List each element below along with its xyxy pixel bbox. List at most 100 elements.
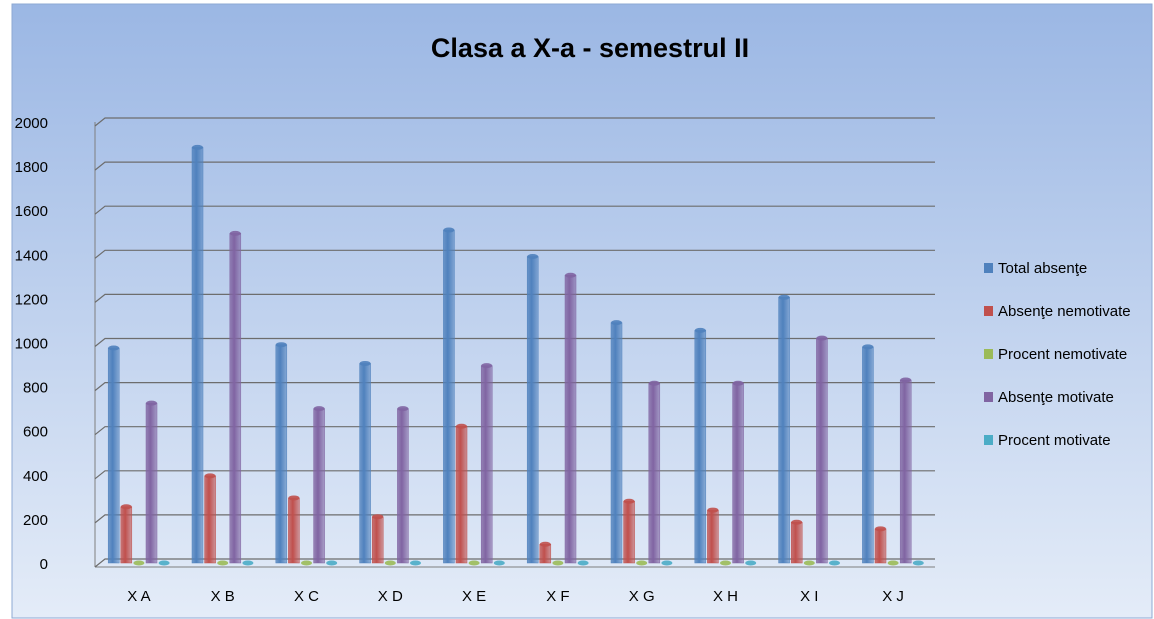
bar-cap — [912, 560, 924, 566]
legend-label: Procent nemotivate — [998, 346, 1127, 363]
x-tick-label: X I — [800, 588, 818, 605]
grid-line — [94, 205, 935, 215]
bar-cap — [527, 254, 539, 260]
bar — [443, 229, 455, 564]
bar — [275, 344, 288, 564]
bar-cap — [623, 498, 635, 504]
x-tick-label: X F — [546, 588, 569, 605]
bar — [610, 322, 623, 564]
legend-label: Absenţe nemotivate — [998, 303, 1131, 320]
bar-cap — [577, 560, 589, 566]
x-tick-label: X E — [462, 588, 486, 605]
grid-line — [94, 117, 935, 127]
bar — [145, 402, 158, 564]
bar — [107, 347, 120, 564]
grid-line — [94, 337, 935, 347]
bar — [397, 408, 409, 564]
bar — [288, 497, 300, 564]
legend-label: Absenţe motivate — [998, 389, 1114, 406]
bar-cap — [803, 560, 815, 566]
bar-cap — [732, 380, 744, 386]
y-tick-label: 400 — [23, 468, 48, 485]
grid-line — [94, 293, 935, 303]
bar — [371, 516, 384, 564]
bar-cap — [242, 560, 254, 566]
grid-line — [94, 249, 935, 259]
bar-cap — [443, 227, 455, 233]
bar-cap — [229, 230, 241, 236]
x-tick-label: X B — [211, 588, 235, 605]
bar — [526, 256, 539, 564]
bar-cap — [120, 504, 132, 510]
bar — [191, 147, 204, 564]
y-tick-label: 1000 — [15, 335, 48, 352]
legend-swatch — [984, 306, 993, 316]
bar-cap — [158, 560, 170, 566]
bar-cap — [217, 560, 229, 566]
bar — [694, 330, 707, 564]
y-tick-label: 1400 — [15, 247, 48, 264]
bar — [313, 408, 325, 564]
bar-cap — [397, 406, 409, 412]
x-tick-label: X D — [378, 588, 403, 605]
bar-cap — [539, 541, 551, 547]
bar-cap — [146, 400, 157, 406]
y-tick-label: 1600 — [15, 203, 48, 220]
bar — [899, 379, 912, 564]
bar-cap — [648, 380, 660, 386]
x-tick-label: X A — [127, 588, 150, 605]
bar — [204, 475, 216, 564]
bar-cap — [875, 526, 886, 532]
y-tick-label: 200 — [23, 512, 48, 529]
bar — [120, 506, 133, 564]
grid-line — [94, 161, 935, 171]
bar — [648, 383, 661, 564]
bar — [455, 426, 468, 564]
bar — [874, 528, 887, 564]
bar — [707, 509, 719, 564]
bar — [229, 233, 242, 564]
bar-cap — [778, 294, 790, 300]
bar-cap — [456, 423, 467, 429]
bar-cap — [313, 406, 325, 412]
bar-cap — [372, 514, 384, 520]
bar-cap — [862, 344, 874, 350]
chart-title: Clasa a X-a - semestrul II — [431, 33, 749, 63]
legend-label: Procent motivate — [998, 432, 1111, 449]
y-tick-label: 800 — [23, 380, 48, 397]
legend-swatch — [984, 349, 993, 359]
bar-cap — [410, 560, 421, 566]
bar-cap — [481, 363, 493, 369]
bar-cap — [816, 335, 828, 341]
bar-cap — [636, 560, 648, 566]
bar — [816, 337, 828, 564]
bar-cap — [565, 272, 576, 278]
x-tick-label: X H — [713, 588, 738, 605]
bar — [778, 297, 790, 564]
chart-background — [11, 3, 1153, 619]
bar-cap — [288, 495, 300, 501]
bar-cap — [791, 519, 803, 525]
bar-cap — [108, 345, 120, 351]
bar-cap — [661, 560, 673, 566]
bar-cap — [359, 360, 371, 366]
y-tick-label: 600 — [23, 424, 48, 441]
bar-cap — [384, 560, 396, 566]
bar-cap — [301, 560, 312, 566]
bar — [790, 521, 803, 564]
bar-cap — [745, 560, 757, 566]
bar — [862, 346, 874, 564]
bar — [359, 363, 371, 564]
legend-swatch — [984, 392, 993, 402]
legend-swatch — [984, 263, 993, 273]
x-tick-label: X C — [294, 588, 319, 605]
bar-cap — [275, 342, 287, 348]
bar-cap — [829, 560, 840, 566]
bar — [480, 365, 493, 564]
y-tick-label: 2000 — [15, 115, 48, 132]
bar-cap — [468, 560, 480, 566]
bar — [732, 383, 744, 564]
bar-cap — [326, 560, 338, 566]
